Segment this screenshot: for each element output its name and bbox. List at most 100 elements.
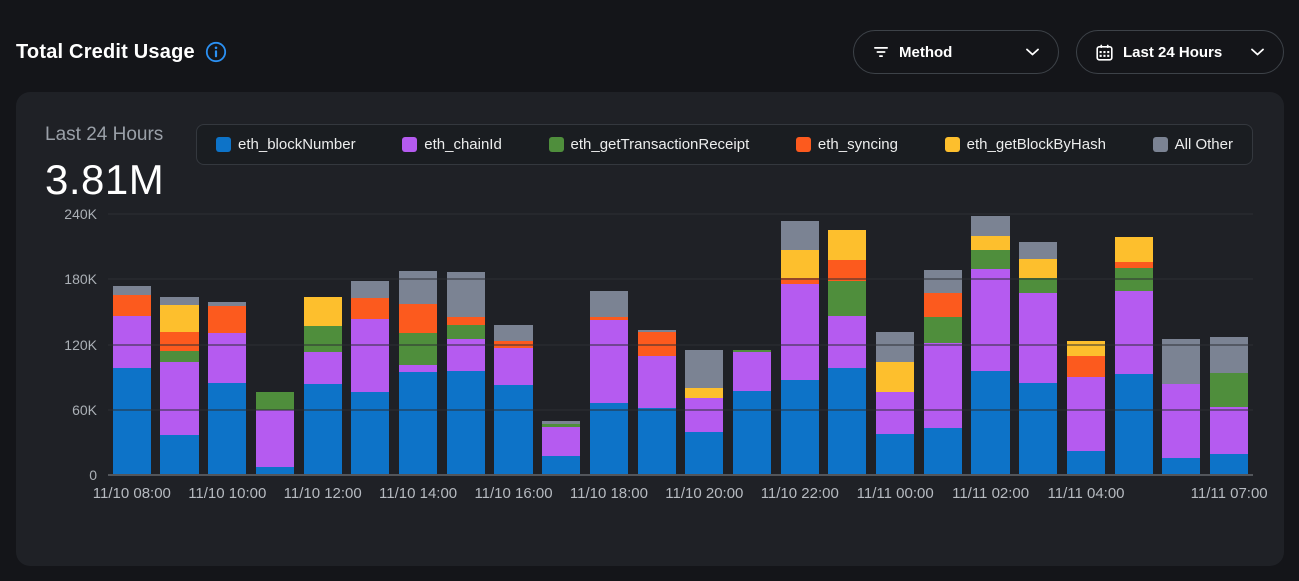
bar-segment-eth_gettransactionreceipt[interactable] [1019, 278, 1058, 293]
bar-segment-all-other[interactable] [589, 290, 628, 318]
legend-item-eth_syncing[interactable]: eth_syncing [795, 136, 898, 153]
bar-segment-eth_chainid[interactable] [255, 409, 295, 468]
bar-segment-eth_gettransactionreceipt[interactable] [1114, 268, 1153, 292]
bar-segment-eth_chainid[interactable] [876, 392, 915, 434]
stacked-bar-11-10-18-00[interactable] [589, 214, 628, 475]
bar-segment-eth_blocknumber[interactable] [160, 434, 199, 475]
bar-segment-eth_getblockbyhash[interactable] [1114, 236, 1153, 262]
bar-segment-eth_chainid[interactable] [1162, 383, 1201, 458]
time-range-button[interactable]: Last 24 Hours [1076, 30, 1284, 74]
bar-segment-eth_blocknumber[interactable] [1066, 450, 1105, 475]
bar-segment-eth_syncing[interactable] [351, 297, 390, 319]
bar-segment-eth_chainid[interactable] [494, 347, 533, 386]
method-filter-button[interactable]: Method [853, 30, 1059, 74]
bar-segment-eth_chainid[interactable] [732, 352, 772, 392]
bar-segment-eth_gettransactionreceipt[interactable] [828, 281, 867, 317]
bar-segment-eth_gettransactionreceipt[interactable] [255, 392, 295, 410]
bar-segment-eth_gettransactionreceipt[interactable] [160, 351, 199, 362]
legend-item-eth_blocknumber[interactable]: eth_blockNumber [216, 136, 356, 153]
stacked-bar-11-10-12-00[interactable] [303, 214, 342, 475]
bar-segment-eth_blocknumber[interactable] [589, 403, 628, 475]
bar-segment-eth_syncing[interactable] [828, 259, 867, 282]
bar-segment-all-other[interactable] [112, 286, 151, 295]
bar-segment-eth_blocknumber[interactable] [1019, 382, 1058, 475]
bar-segment-eth_syncing[interactable] [1066, 355, 1105, 377]
bar-segment-all-other[interactable] [1019, 242, 1058, 260]
stacked-bar-11-10-20-00[interactable] [685, 214, 724, 475]
bar-segment-all-other[interactable] [637, 329, 676, 332]
bar-segment-all-other[interactable] [780, 220, 819, 250]
bar-segment-eth_syncing[interactable] [160, 332, 199, 352]
bar-segment-eth_chainid[interactable] [637, 356, 676, 408]
bar-segment-eth_blocknumber[interactable] [828, 368, 867, 475]
stacked-bar-11-11-00-00[interactable] [876, 214, 915, 475]
legend-item-all-other[interactable]: All Other [1152, 136, 1233, 153]
bar-segment-eth_chainid[interactable] [1114, 291, 1153, 374]
stacked-bar-11-11-05-00[interactable] [1114, 214, 1153, 475]
bar-segment-eth_syncing[interactable] [589, 317, 628, 320]
bar-segment-eth_syncing[interactable] [446, 316, 485, 325]
stacked-bar-11-10-10-00[interactable] [208, 214, 247, 475]
stacked-bar-11-10-21-00[interactable] [732, 214, 772, 475]
bar-segment-eth_getblockbyhash[interactable] [160, 304, 199, 332]
stacked-bar-11-10-16-00[interactable] [494, 214, 533, 475]
bar-segment-eth_chainid[interactable] [542, 426, 581, 456]
bar-segment-eth_blocknumber[interactable] [732, 391, 772, 475]
bar-segment-eth_chainid[interactable] [780, 283, 819, 381]
bar-segment-eth_blocknumber[interactable] [542, 455, 581, 475]
bar-segment-eth_syncing[interactable] [780, 278, 819, 284]
bar-segment-eth_blocknumber[interactable] [637, 407, 676, 475]
bar-segment-eth_getblockbyhash[interactable] [780, 249, 819, 279]
bar-segment-eth_blocknumber[interactable] [351, 392, 390, 475]
bar-segment-eth_getblockbyhash[interactable] [971, 236, 1010, 251]
legend-item-eth_chainid[interactable]: eth_chainId [402, 136, 502, 153]
stacked-bar-11-10-13-00[interactable] [351, 214, 390, 475]
bar-segment-eth_blocknumber[interactable] [876, 433, 915, 475]
bar-segment-all-other[interactable] [923, 270, 962, 293]
bar-segment-eth_blocknumber[interactable] [112, 368, 151, 475]
bar-segment-eth_chainid[interactable] [1019, 292, 1058, 383]
bar-segment-all-other[interactable] [971, 215, 1010, 237]
stacked-bar-11-10-11-00[interactable] [255, 214, 295, 475]
bar-segment-eth_gettransactionreceipt[interactable] [542, 424, 581, 427]
bar-segment-all-other[interactable] [1162, 339, 1201, 384]
bar-segment-eth_blocknumber[interactable] [971, 370, 1010, 475]
bar-segment-eth_syncing[interactable] [112, 294, 151, 317]
stacked-bar-11-10-17-00[interactable] [542, 214, 581, 475]
bar-segment-eth_blocknumber[interactable] [303, 383, 342, 475]
bar-segment-eth_syncing[interactable] [398, 304, 438, 334]
bar-segment-all-other[interactable] [494, 325, 533, 342]
bar-segment-all-other[interactable] [398, 270, 438, 305]
bar-segment-eth_gettransactionreceipt[interactable] [303, 326, 342, 353]
bar-segment-eth_chainid[interactable] [112, 316, 151, 369]
legend-item-eth_gettransactionreceipt[interactable]: eth_getTransactionReceipt [548, 136, 749, 153]
bar-segment-all-other[interactable] [876, 331, 915, 362]
bar-segment-eth_blocknumber[interactable] [494, 385, 533, 475]
bar-segment-eth_gettransactionreceipt[interactable] [1209, 372, 1249, 408]
bar-segment-eth_blocknumber[interactable] [923, 428, 962, 475]
stacked-bar-11-10-14-00[interactable] [398, 214, 438, 475]
bar-segment-eth_chainid[interactable] [1209, 407, 1249, 454]
bar-segment-eth_blocknumber[interactable] [1114, 373, 1153, 475]
bar-segment-eth_getblockbyhash[interactable] [303, 296, 342, 327]
bar-segment-eth_syncing[interactable] [923, 292, 962, 317]
bar-segment-all-other[interactable] [160, 296, 199, 305]
bar-segment-eth_chainid[interactable] [446, 338, 485, 371]
bar-segment-eth_getblockbyhash[interactable] [876, 361, 915, 393]
bar-segment-eth_chainid[interactable] [208, 333, 247, 384]
bar-segment-eth_blocknumber[interactable] [398, 371, 438, 475]
stacked-bar-11-10-22-00[interactable] [780, 214, 819, 475]
bar-segment-eth_blocknumber[interactable] [255, 467, 295, 475]
bar-segment-eth_chainid[interactable] [828, 316, 867, 369]
bar-segment-eth_chainid[interactable] [303, 352, 342, 384]
bar-segment-eth_blocknumber[interactable] [1209, 453, 1249, 475]
stacked-bar-11-10-08-00[interactable] [112, 214, 151, 475]
stacked-bar-11-11-04-00[interactable] [1066, 214, 1105, 475]
bar-segment-all-other[interactable] [208, 302, 247, 306]
bar-segment-eth_blocknumber[interactable] [208, 383, 247, 475]
bar-segment-eth_gettransactionreceipt[interactable] [732, 349, 772, 353]
bar-segment-eth_blocknumber[interactable] [446, 370, 485, 475]
bar-segment-eth_gettransactionreceipt[interactable] [446, 324, 485, 339]
bar-segment-all-other[interactable] [542, 420, 581, 425]
bar-segment-eth_gettransactionreceipt[interactable] [923, 316, 962, 343]
